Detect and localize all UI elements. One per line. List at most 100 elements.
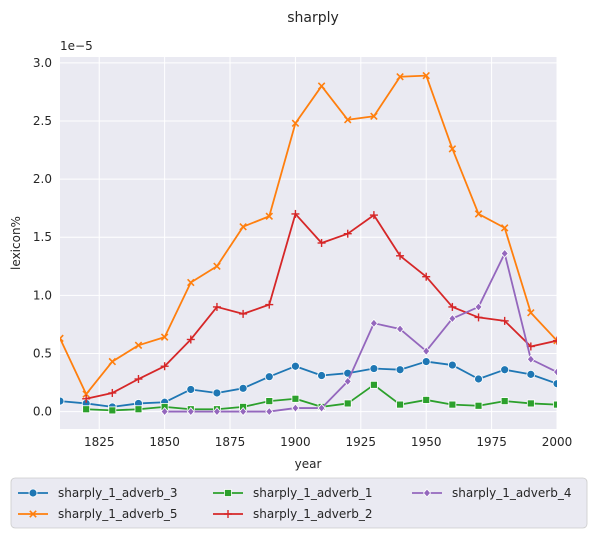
y-tick-label: 2.0 (33, 172, 52, 186)
x-tick-label: 1875 (215, 435, 246, 449)
data-point (448, 302, 457, 311)
data-point (422, 488, 432, 498)
data-point (527, 308, 535, 317)
data-point (82, 405, 91, 414)
data-point (160, 406, 169, 417)
data-point (82, 394, 91, 403)
chart-title: sharply (287, 10, 339, 26)
y-tick-label: 2.5 (33, 114, 52, 128)
data-point (239, 406, 248, 417)
data-point (396, 251, 405, 260)
data-point (239, 309, 248, 318)
data-point (396, 400, 404, 409)
data-point (553, 336, 557, 345)
data-point (500, 248, 509, 259)
data-point (343, 399, 352, 408)
data-point (500, 316, 509, 325)
legend-label: sharply_1_adverb_5 (58, 507, 177, 521)
data-point (422, 346, 431, 356)
series-sharply_1_adverb_4 (160, 248, 557, 417)
data-point (474, 401, 483, 410)
data-point (317, 239, 326, 247)
data-point (186, 335, 195, 344)
data-point (421, 357, 431, 366)
data-point (134, 405, 143, 414)
x-tick-label: 2000 (542, 435, 573, 449)
legend-label: sharply_1_adverb_2 (253, 507, 372, 521)
legend-item: sharply_1_adverb_2 (213, 507, 372, 521)
legend-label: sharply_1_adverb_4 (452, 486, 571, 500)
data-point (224, 510, 232, 518)
data-point (370, 112, 378, 121)
data-point (212, 302, 221, 311)
data-point (264, 372, 274, 382)
data-point (474, 313, 483, 322)
x-tick-label: 1925 (346, 435, 377, 449)
y-axis-title: lexicon% (9, 216, 23, 270)
legend-item: sharply_1_adverb_3 (18, 486, 177, 500)
data-point (186, 385, 196, 394)
data-point (239, 222, 247, 231)
data-point (265, 406, 274, 417)
series-sharply_1_adverb_3 (60, 357, 557, 412)
data-point (160, 362, 169, 371)
data-point (291, 361, 300, 371)
y-offset-label: 1e−5 (60, 39, 93, 53)
x-tick-label: 1950 (411, 435, 442, 449)
data-point (526, 399, 535, 408)
x-tick-label: 1825 (84, 435, 115, 449)
data-point (265, 212, 274, 221)
data-point (265, 300, 274, 309)
data-point (291, 394, 300, 403)
data-point (369, 211, 378, 220)
data-point (526, 354, 535, 364)
data-point (396, 72, 404, 81)
legend-box (10, 477, 588, 529)
series-lines (60, 71, 557, 417)
y-tick-label: 0.5 (33, 346, 52, 360)
legend-label: sharply_1_adverb_1 (253, 486, 372, 500)
data-point (82, 390, 90, 398)
data-point (552, 367, 557, 377)
data-point (265, 397, 274, 406)
data-point (134, 375, 143, 384)
data-point (291, 119, 300, 128)
data-point (553, 400, 557, 409)
x-axis-title: year (295, 457, 322, 471)
data-point (369, 380, 378, 389)
x-tick-label: 1850 (149, 435, 180, 449)
data-point (553, 336, 557, 345)
data-point (396, 324, 405, 334)
data-point (448, 313, 457, 324)
data-point (474, 374, 483, 384)
data-point (317, 371, 326, 380)
data-point (448, 145, 457, 153)
data-point (552, 379, 557, 389)
legend-label: sharply_1_adverb_3 (58, 486, 177, 500)
data-point (186, 406, 195, 417)
series-sharply_1_adverb_5 (60, 71, 557, 398)
data-point (108, 388, 117, 397)
data-point (343, 116, 352, 124)
legend: sharply_1_adverb_3 sharply_1_adverb_5 shar… (10, 477, 588, 529)
data-point (500, 224, 509, 232)
data-point (500, 365, 510, 375)
tick-labels: 1825 1850 1875 1900 1925 1950 1975 2000 0.0 0.5 1.… (33, 56, 572, 449)
data-point (317, 82, 326, 90)
data-point (317, 403, 326, 413)
data-point (369, 318, 378, 328)
x-tick-label: 1900 (280, 435, 311, 449)
data-point (500, 397, 509, 406)
data-point (238, 383, 248, 393)
data-point (474, 210, 483, 218)
data-point (212, 388, 222, 398)
y-tick-label: 0.0 (33, 405, 52, 419)
data-point (108, 406, 117, 415)
data-point (422, 71, 430, 80)
data-point (474, 302, 483, 312)
data-point (447, 360, 457, 370)
plot-area (60, 57, 557, 429)
y-tick-label: 3.0 (33, 56, 52, 70)
legend-item: sharply_1_adverb_5 (18, 507, 177, 521)
data-point (343, 376, 352, 386)
